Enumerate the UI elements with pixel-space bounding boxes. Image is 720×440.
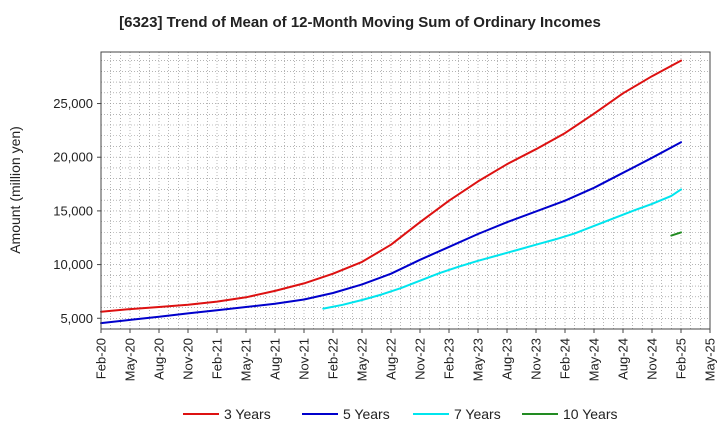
x-tick-label: Nov-22 xyxy=(413,338,428,380)
x-tick-label: Feb-23 xyxy=(442,338,457,379)
y-tick-label: 15,000 xyxy=(53,203,93,218)
series-line-7-years xyxy=(322,188,682,310)
x-tick-label: Aug-21 xyxy=(268,338,283,380)
y-tick-label: 25,000 xyxy=(53,96,93,111)
legend-label: 3 Years xyxy=(224,406,271,422)
chart-title: [6323] Trend of Mean of 12-Month Moving … xyxy=(119,14,601,31)
grid-lines xyxy=(101,52,710,329)
x-tick-label: May-22 xyxy=(355,338,370,381)
series-line-10-years xyxy=(670,231,682,237)
x-tick-label: May-20 xyxy=(123,338,138,381)
x-tick-label: Nov-21 xyxy=(297,338,312,380)
x-tick-label: Nov-20 xyxy=(181,338,196,380)
y-axis-ticks: 5,000 10,000 15,000 20,000 25,000 xyxy=(53,96,101,326)
y-axis-title: Amount (million yen) xyxy=(7,126,23,254)
legend-label: 7 Years xyxy=(454,406,501,422)
x-tick-label: Aug-22 xyxy=(384,338,399,380)
y-tick-label: 5,000 xyxy=(60,311,93,326)
y-tick-label: 20,000 xyxy=(53,150,93,165)
x-tick-label: Aug-23 xyxy=(500,338,515,380)
x-axis-ticks: Feb-20 May-20 Aug-20 Nov-20 Feb-21 May-21 Aug-… xyxy=(94,329,718,381)
x-tick-label: Feb-22 xyxy=(326,338,341,379)
x-tick-label: May-25 xyxy=(703,338,718,381)
x-tick-label: Feb-21 xyxy=(210,338,225,379)
x-tick-label: May-23 xyxy=(471,338,486,381)
x-tick-label: Feb-24 xyxy=(558,338,573,379)
series-lines xyxy=(100,59,682,325)
legend-label: 10 Years xyxy=(563,406,618,422)
series-line-5-years xyxy=(100,141,682,325)
x-tick-label: May-24 xyxy=(587,338,602,381)
x-tick-label: Feb-20 xyxy=(94,338,109,379)
plot-area-background xyxy=(101,52,710,329)
plot-frame xyxy=(100,51,711,330)
x-tick-label: Aug-24 xyxy=(616,338,631,380)
x-tick-label: Aug-20 xyxy=(152,338,167,380)
x-tick-label: Nov-24 xyxy=(645,338,660,380)
series-line-3-years xyxy=(100,59,682,313)
legend-label: 5 Years xyxy=(343,406,390,422)
x-tick-label: Nov-23 xyxy=(529,338,544,380)
legend: 3 Years 5 Years 7 Years 10 Years xyxy=(183,406,618,422)
x-tick-label: May-21 xyxy=(239,338,254,381)
x-tick-label: Feb-25 xyxy=(674,338,689,379)
y-tick-label: 10,000 xyxy=(53,257,93,272)
